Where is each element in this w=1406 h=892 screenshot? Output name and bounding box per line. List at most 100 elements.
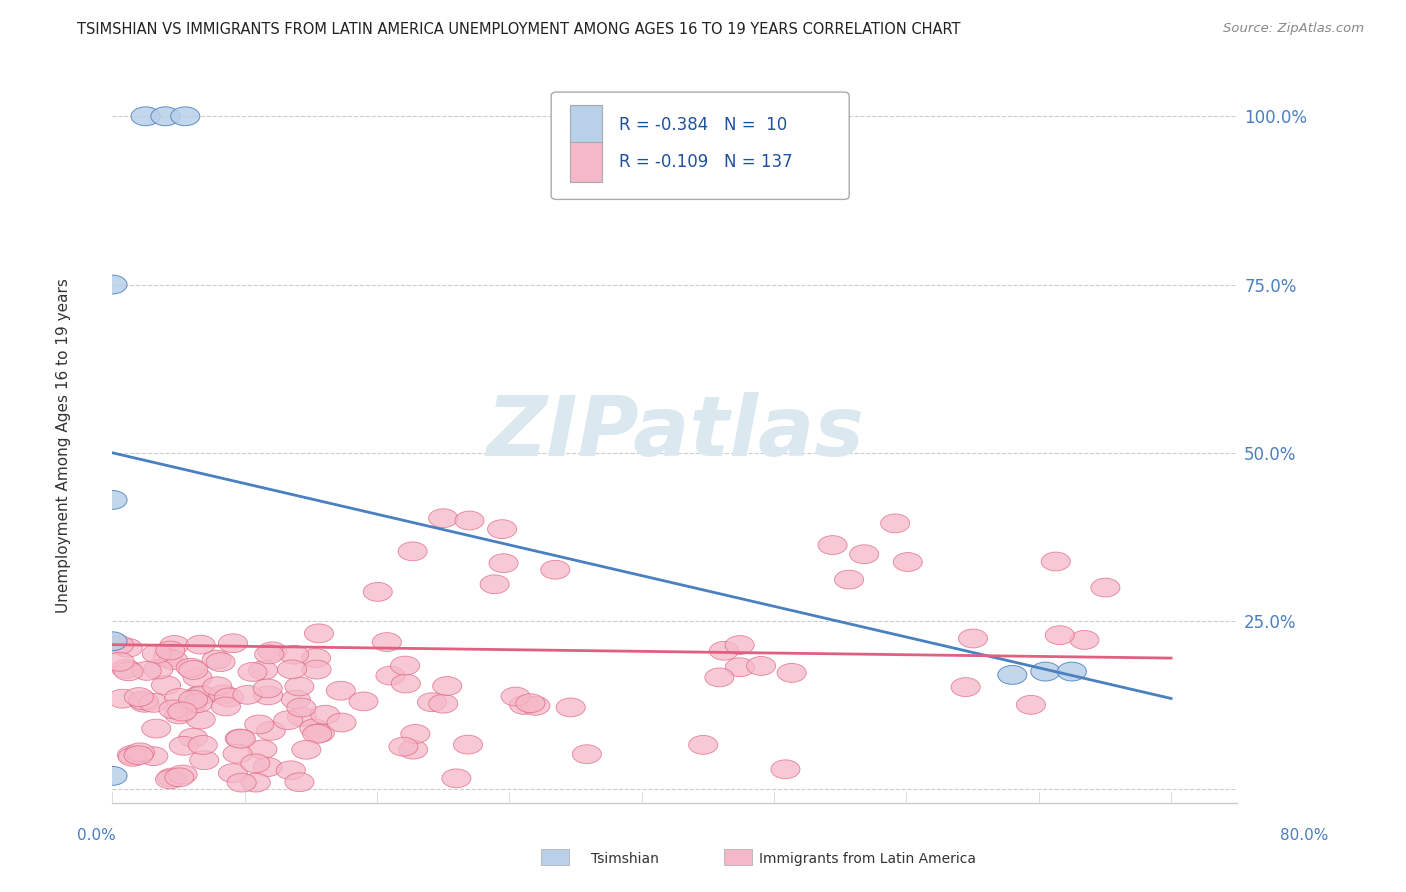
Ellipse shape bbox=[98, 632, 127, 650]
Ellipse shape bbox=[169, 765, 197, 784]
Ellipse shape bbox=[479, 574, 509, 594]
Ellipse shape bbox=[242, 773, 270, 792]
Ellipse shape bbox=[225, 729, 254, 747]
Ellipse shape bbox=[770, 760, 800, 779]
Ellipse shape bbox=[398, 740, 427, 759]
Ellipse shape bbox=[118, 746, 146, 764]
Ellipse shape bbox=[179, 728, 208, 747]
Ellipse shape bbox=[893, 552, 922, 572]
Ellipse shape bbox=[256, 722, 285, 740]
Ellipse shape bbox=[572, 745, 602, 764]
Ellipse shape bbox=[456, 511, 484, 530]
Ellipse shape bbox=[108, 690, 136, 708]
Ellipse shape bbox=[226, 730, 256, 748]
Ellipse shape bbox=[245, 715, 274, 734]
Ellipse shape bbox=[202, 677, 232, 696]
Ellipse shape bbox=[253, 686, 283, 705]
Text: ZIPatlas: ZIPatlas bbox=[486, 392, 863, 473]
Ellipse shape bbox=[1091, 578, 1121, 597]
Text: R = -0.109   N = 137: R = -0.109 N = 137 bbox=[619, 153, 792, 171]
Ellipse shape bbox=[328, 713, 356, 732]
Ellipse shape bbox=[725, 636, 754, 655]
FancyBboxPatch shape bbox=[571, 142, 602, 182]
Ellipse shape bbox=[125, 743, 155, 762]
FancyBboxPatch shape bbox=[551, 92, 849, 200]
Ellipse shape bbox=[274, 711, 302, 730]
Ellipse shape bbox=[218, 634, 247, 653]
Ellipse shape bbox=[363, 582, 392, 601]
Ellipse shape bbox=[302, 724, 332, 743]
Ellipse shape bbox=[152, 676, 180, 695]
Ellipse shape bbox=[150, 107, 180, 126]
Ellipse shape bbox=[114, 662, 143, 681]
Ellipse shape bbox=[124, 746, 153, 764]
Ellipse shape bbox=[277, 660, 307, 679]
Ellipse shape bbox=[287, 698, 316, 717]
Ellipse shape bbox=[157, 768, 187, 787]
Ellipse shape bbox=[179, 661, 208, 680]
Ellipse shape bbox=[247, 740, 277, 759]
Ellipse shape bbox=[433, 677, 461, 696]
Ellipse shape bbox=[124, 688, 153, 706]
Ellipse shape bbox=[132, 662, 162, 681]
Ellipse shape bbox=[159, 700, 188, 719]
Ellipse shape bbox=[98, 491, 127, 509]
Ellipse shape bbox=[249, 661, 278, 680]
Ellipse shape bbox=[389, 737, 418, 756]
Ellipse shape bbox=[104, 635, 134, 655]
Ellipse shape bbox=[211, 697, 240, 716]
Ellipse shape bbox=[188, 736, 218, 755]
Ellipse shape bbox=[276, 761, 305, 780]
Ellipse shape bbox=[240, 754, 270, 772]
Ellipse shape bbox=[292, 740, 321, 759]
Ellipse shape bbox=[391, 657, 420, 675]
Ellipse shape bbox=[143, 660, 173, 679]
Ellipse shape bbox=[285, 677, 314, 696]
Text: Tsimshian: Tsimshian bbox=[591, 852, 658, 866]
Ellipse shape bbox=[725, 657, 755, 677]
Ellipse shape bbox=[302, 660, 332, 679]
Ellipse shape bbox=[311, 706, 340, 724]
Ellipse shape bbox=[299, 719, 329, 738]
Ellipse shape bbox=[118, 747, 148, 766]
Ellipse shape bbox=[257, 642, 287, 661]
Ellipse shape bbox=[541, 560, 569, 579]
Ellipse shape bbox=[139, 747, 167, 765]
Ellipse shape bbox=[218, 764, 247, 782]
Ellipse shape bbox=[516, 694, 546, 713]
Ellipse shape bbox=[207, 653, 235, 672]
Ellipse shape bbox=[186, 710, 215, 729]
Ellipse shape bbox=[165, 768, 194, 787]
Ellipse shape bbox=[373, 632, 401, 651]
Ellipse shape bbox=[1031, 662, 1060, 681]
Ellipse shape bbox=[233, 685, 262, 705]
Ellipse shape bbox=[950, 678, 980, 697]
Ellipse shape bbox=[835, 570, 863, 589]
Ellipse shape bbox=[129, 693, 159, 712]
Ellipse shape bbox=[131, 107, 160, 126]
Ellipse shape bbox=[391, 674, 420, 693]
Ellipse shape bbox=[1045, 626, 1074, 645]
Ellipse shape bbox=[128, 691, 157, 710]
Ellipse shape bbox=[710, 641, 738, 660]
Ellipse shape bbox=[489, 554, 517, 573]
Ellipse shape bbox=[453, 735, 482, 754]
Ellipse shape bbox=[186, 635, 215, 654]
Ellipse shape bbox=[190, 751, 219, 770]
Ellipse shape bbox=[1070, 631, 1099, 649]
Ellipse shape bbox=[111, 659, 141, 678]
Ellipse shape bbox=[179, 690, 208, 709]
Ellipse shape bbox=[114, 639, 142, 657]
Ellipse shape bbox=[778, 664, 806, 682]
Ellipse shape bbox=[689, 735, 717, 755]
Ellipse shape bbox=[228, 773, 256, 792]
Ellipse shape bbox=[170, 107, 200, 126]
Ellipse shape bbox=[142, 719, 170, 738]
Ellipse shape bbox=[177, 695, 207, 714]
Ellipse shape bbox=[301, 648, 330, 667]
Ellipse shape bbox=[520, 697, 550, 715]
Text: Source: ZipAtlas.com: Source: ZipAtlas.com bbox=[1223, 22, 1364, 36]
Ellipse shape bbox=[501, 687, 530, 706]
Text: 80.0%: 80.0% bbox=[1281, 828, 1329, 843]
Ellipse shape bbox=[184, 694, 212, 713]
